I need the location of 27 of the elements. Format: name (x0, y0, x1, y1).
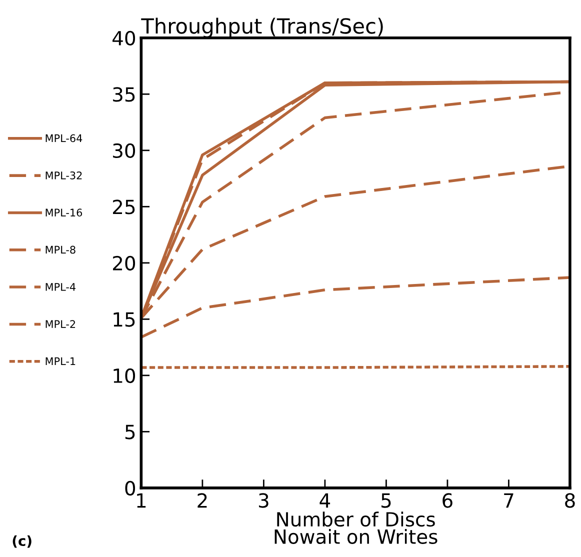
y-tick-label: 25 (113, 200, 135, 214)
legend-label: MPL-8 (46, 246, 76, 254)
x-tick-label: 3 (258, 493, 268, 508)
legend-label: MPL-2 (46, 320, 76, 328)
text: (c) (12, 535, 32, 548)
y-tick-label: 15 (114, 312, 135, 327)
x-tick-label: 1 (137, 493, 146, 508)
chart-title: Throughput (Trans/Sec) (141, 18, 383, 38)
y-tick-label: 10 (114, 368, 136, 384)
legend-label: MPL-16 (46, 208, 82, 217)
x-axis-title: Number of Discs Nowait on Writes (274, 512, 438, 544)
legend-label: MPL-4 (46, 283, 76, 291)
x-tick-label: 6 (442, 493, 452, 508)
legend-label: MPL-32 (46, 171, 82, 180)
legend-label: MPL-1 (46, 357, 76, 366)
y-tick-label: 20 (113, 256, 136, 271)
x-tick-label: 5 (382, 493, 391, 508)
y-tick-label: 0 (125, 480, 136, 496)
y-tick-label: 40 (112, 30, 136, 46)
x-tick-label: 7 (504, 493, 514, 508)
y-tick-label: 30 (113, 143, 136, 158)
legend-label: MPL-64 (46, 134, 82, 142)
y-tick-label: 35 (113, 87, 135, 102)
x-tick-label: 8 (565, 493, 575, 508)
x-tick-label: 4 (320, 493, 330, 508)
x-tick-label: 2 (198, 493, 207, 508)
y-tick-label: 5 (125, 424, 135, 440)
